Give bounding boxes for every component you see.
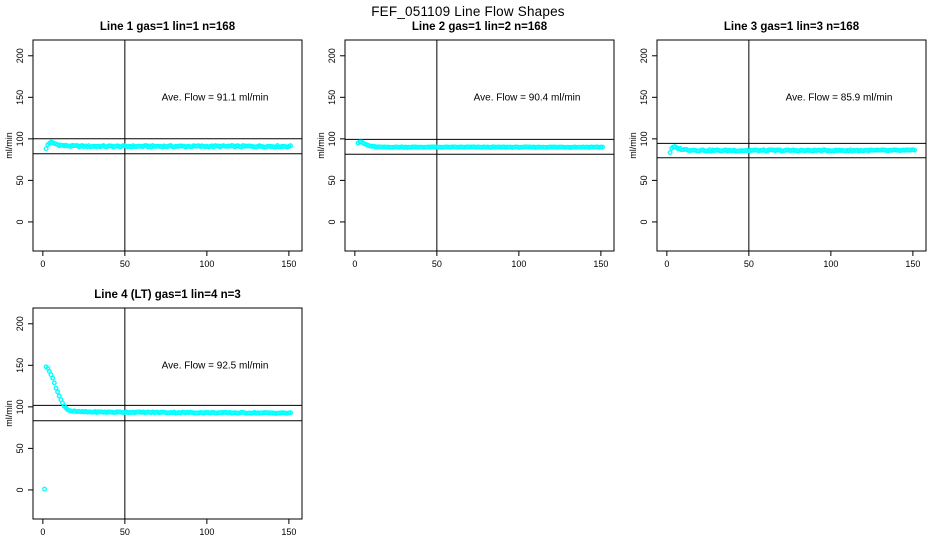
y-tick-label: 0 bbox=[15, 487, 25, 492]
data-points bbox=[42, 364, 293, 492]
y-tick-label: 50 bbox=[327, 175, 337, 185]
panel-line-1: Line 1 gas=1 lin=1 n=168 0 50 100 150 0 50 100… bbox=[0, 0, 312, 268]
y-tick-label: 150 bbox=[15, 358, 25, 373]
data-point bbox=[43, 146, 49, 152]
x-tick-label: 150 bbox=[905, 259, 920, 268]
data-points bbox=[43, 139, 293, 152]
x-tick-label: 50 bbox=[744, 259, 754, 268]
panel-title: Line 4 (LT) gas=1 lin=4 n=3 bbox=[94, 289, 241, 301]
plot-line-3: 0 50 100 150 0 50 100 150 200 ml/min Ave. Flow = 8… bbox=[628, 39, 927, 268]
y-tick-label: 200 bbox=[15, 48, 25, 63]
x-tick-label: 150 bbox=[281, 527, 296, 536]
panel-line-3: Line 3 gas=1 lin=3 n=168 0 50 100 150 0 50 100… bbox=[624, 0, 936, 268]
x-tick-label: 100 bbox=[199, 259, 214, 268]
y-tick-label: 0 bbox=[639, 219, 649, 224]
ave-flow-annotation: Ave. Flow = 91.1 ml/min bbox=[162, 92, 269, 103]
y-axis-title: ml/min bbox=[4, 132, 14, 159]
data-point bbox=[55, 389, 61, 395]
figure-title: FEF_051109 Line Flow Shapes bbox=[371, 4, 565, 19]
y-tick-label: 150 bbox=[639, 90, 649, 105]
plot-line-1: 0 50 100 150 0 50 100 150 200 ml/min Ave. Flow = 9… bbox=[4, 39, 303, 268]
x-tick-label: 100 bbox=[199, 527, 214, 536]
plot-line-4: 0 50 100 150 0 50 100 150 200 ml/min Ave. Flow = 9… bbox=[4, 307, 303, 536]
x-tick-label: 50 bbox=[432, 259, 442, 268]
panel-title: Line 3 gas=1 lin=3 n=168 bbox=[723, 21, 860, 33]
x-tick-label: 50 bbox=[120, 259, 130, 268]
data-point bbox=[288, 410, 293, 416]
data-point bbox=[42, 486, 47, 492]
x-tick-label: 0 bbox=[664, 259, 669, 268]
y-tick-label: 0 bbox=[327, 219, 337, 224]
x-tick-label: 0 bbox=[352, 259, 357, 268]
y-tick-label: 200 bbox=[639, 48, 649, 63]
y-tick-label: 100 bbox=[15, 131, 25, 146]
y-tick-label: 50 bbox=[15, 175, 25, 185]
y-tick-label: 100 bbox=[15, 399, 25, 414]
data-points bbox=[667, 144, 917, 155]
ave-flow-annotation: Ave. Flow = 85.9 ml/min bbox=[786, 92, 893, 103]
y-tick-label: 150 bbox=[327, 90, 337, 105]
y-tick-label: 50 bbox=[639, 175, 649, 185]
data-point bbox=[56, 393, 62, 399]
panel-title: Line 2 gas=1 lin=2 n=168 bbox=[411, 21, 548, 33]
y-axis-title: ml/min bbox=[316, 132, 326, 159]
x-tick-label: 150 bbox=[281, 259, 296, 268]
y-tick-label: 50 bbox=[15, 443, 25, 453]
y-tick-label: 200 bbox=[15, 316, 25, 331]
y-tick-label: 150 bbox=[15, 90, 25, 105]
x-tick-label: 0 bbox=[40, 259, 45, 268]
plot-line-2: 0 50 100 150 0 50 100 150 200 ml/min Ave. Flow = 9… bbox=[316, 39, 615, 268]
data-point bbox=[53, 385, 59, 391]
plot-box bbox=[32, 307, 303, 520]
x-tick-label: 50 bbox=[120, 527, 130, 536]
y-tick-label: 100 bbox=[327, 131, 337, 146]
plot-box bbox=[656, 39, 927, 252]
y-tick-label: 100 bbox=[639, 131, 649, 146]
data-point bbox=[288, 143, 293, 149]
y-axis-title: ml/min bbox=[628, 132, 638, 159]
panel-line-4: Line 4 (LT) gas=1 lin=4 n=3 0 50 100 150 0 50… bbox=[0, 268, 312, 536]
data-point bbox=[600, 144, 605, 150]
data-point bbox=[50, 375, 56, 381]
data-point bbox=[51, 380, 57, 386]
data-points bbox=[355, 139, 605, 150]
ave-flow-annotation: Ave. Flow = 90.4 ml/min bbox=[474, 92, 581, 103]
plot-box bbox=[32, 39, 303, 252]
x-tick-label: 100 bbox=[823, 259, 838, 268]
panel-line-2: Line 2 gas=1 lin=2 n=168 0 50 100 150 0 50 100… bbox=[312, 0, 624, 268]
x-tick-label: 150 bbox=[593, 259, 608, 268]
x-tick-label: 0 bbox=[40, 527, 45, 536]
y-tick-label: 200 bbox=[327, 48, 337, 63]
panel-title: Line 1 gas=1 lin=1 n=168 bbox=[99, 21, 236, 33]
y-axis-title: ml/min bbox=[4, 400, 14, 427]
x-tick-label: 100 bbox=[511, 259, 526, 268]
y-tick-label: 0 bbox=[15, 219, 25, 224]
plot-box bbox=[344, 39, 615, 252]
data-point bbox=[912, 147, 917, 153]
data-point bbox=[667, 150, 673, 155]
ave-flow-annotation: Ave. Flow = 92.5 ml/min bbox=[162, 360, 269, 371]
